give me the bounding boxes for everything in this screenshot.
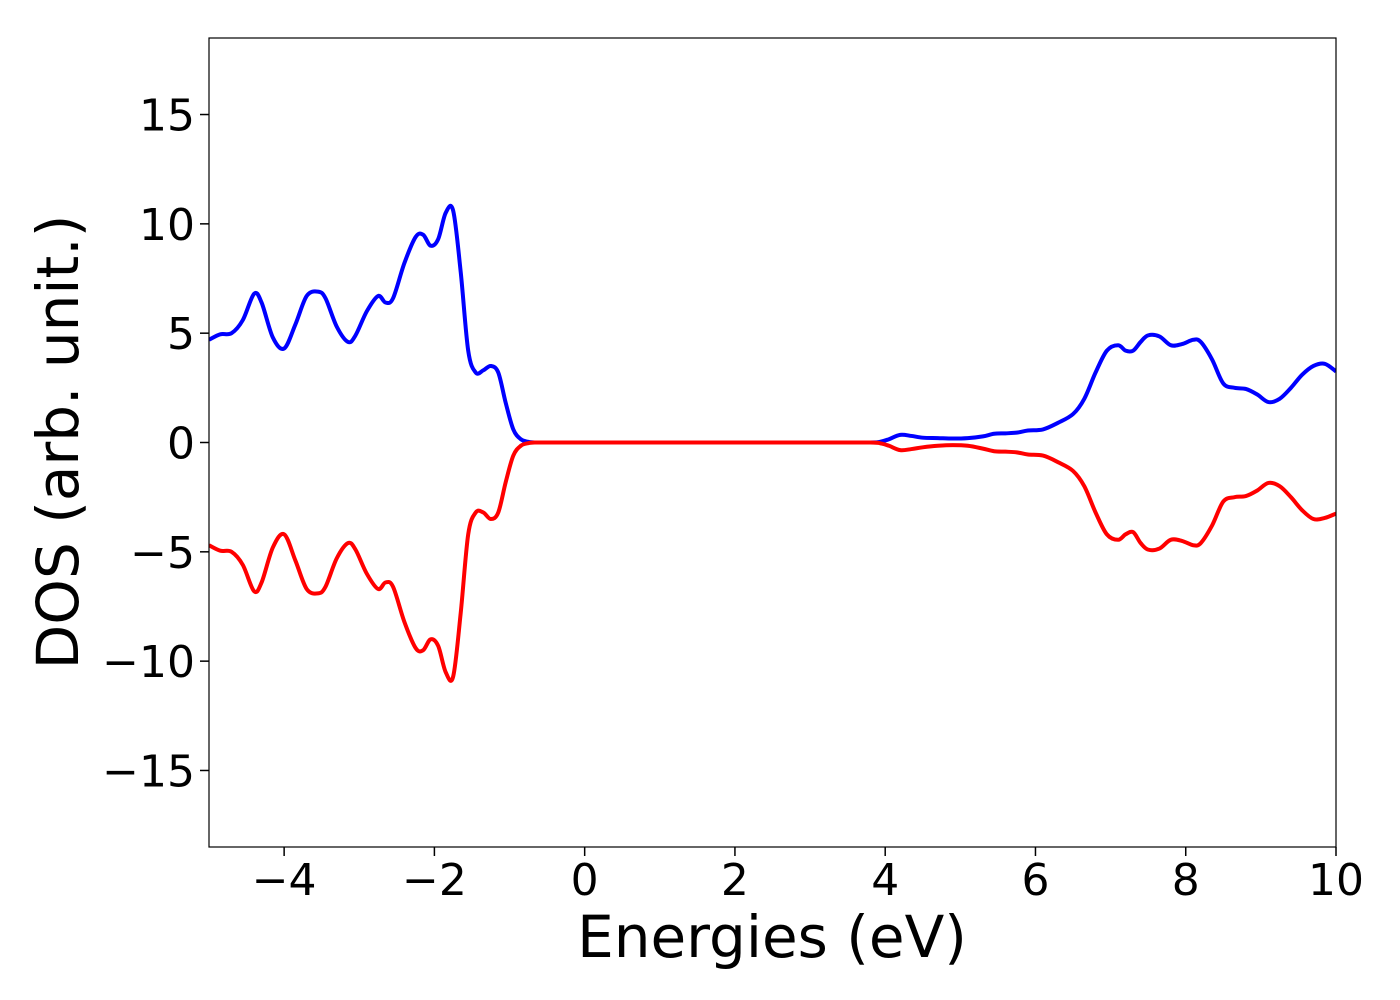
- y-axis-title: DOS (arb. unit.): [24, 215, 92, 670]
- x-tick-label: 2: [721, 855, 749, 906]
- x-axis-title: Energies (eV): [577, 903, 967, 971]
- y-tick-label: −5: [130, 528, 195, 579]
- series-line-2: [209, 440, 1336, 683]
- y-tick-label: 15: [139, 91, 195, 142]
- x-tick-label: 10: [1308, 855, 1364, 906]
- ticks-layer: −4 −2 0 2 4 6 8 10 −15 −10 −5 0 5 10 15: [102, 91, 1364, 906]
- x-tick-label: 4: [871, 855, 899, 906]
- series-layer: [209, 203, 1336, 683]
- y-tick-label: 5: [167, 309, 195, 360]
- x-tick-label: −2: [402, 855, 467, 906]
- series-line-1: [209, 203, 1336, 445]
- y-tick-label: −10: [102, 637, 195, 688]
- x-tick-label: −4: [252, 855, 317, 906]
- x-tick-label: 6: [1021, 855, 1049, 906]
- x-tick-label: 8: [1172, 855, 1200, 906]
- y-tick-label: 0: [167, 419, 195, 470]
- y-tick-label: 10: [139, 200, 195, 251]
- x-tick-label: 0: [571, 855, 599, 906]
- y-tick-label: −15: [102, 746, 195, 797]
